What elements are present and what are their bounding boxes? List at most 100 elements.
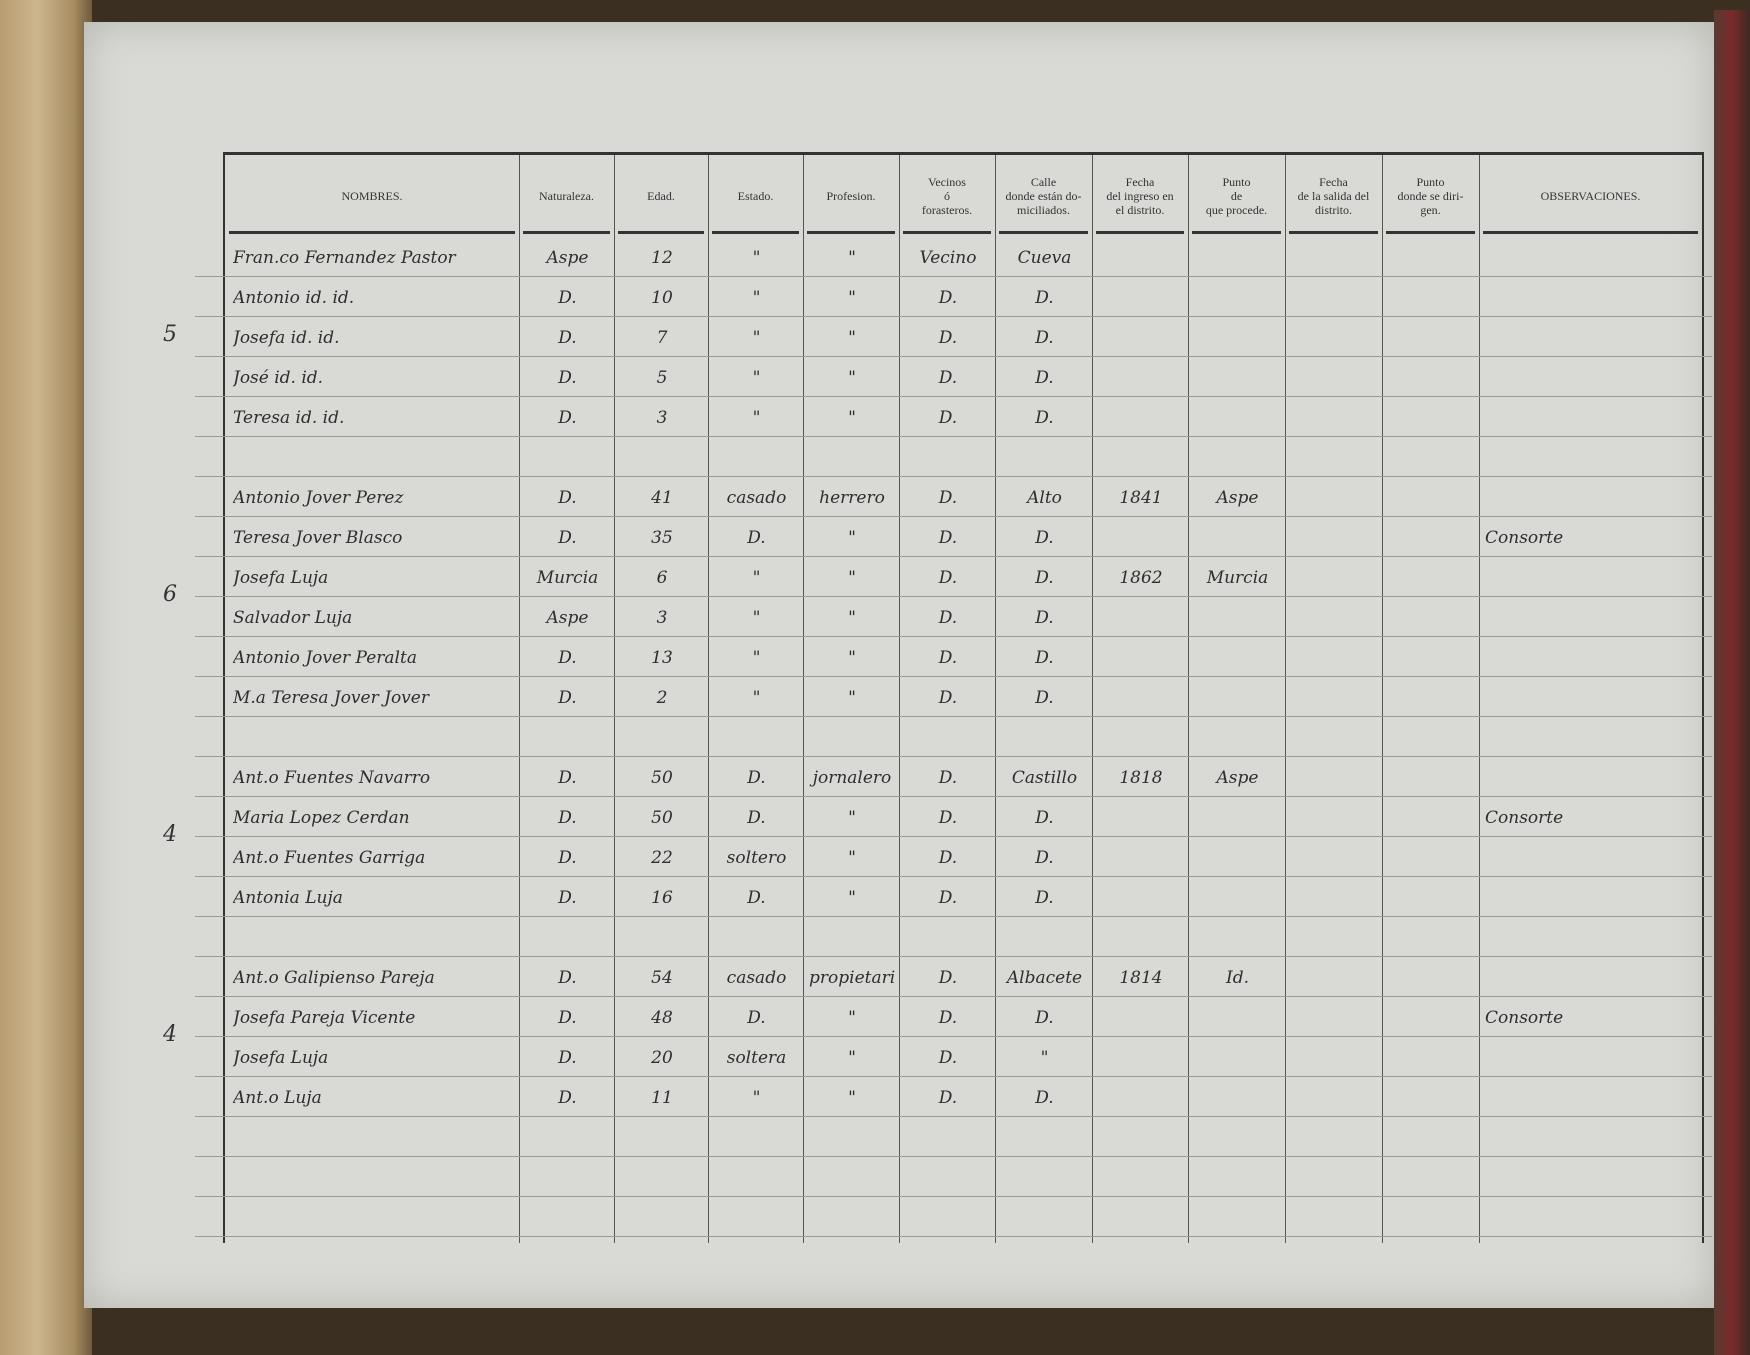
cell-nombres: Teresa Jover Blasco [233, 528, 403, 548]
cell-fecha-ingreso: 1862 [1119, 568, 1163, 588]
cell-profesion: " [848, 688, 856, 708]
cell-naturaleza: Aspe [546, 248, 589, 268]
cell-calle: D. [1035, 648, 1054, 668]
ruled-line [195, 796, 1712, 797]
cell-profesion: " [848, 248, 856, 268]
cell-estado: " [752, 1088, 761, 1108]
cell-estado: " [752, 328, 761, 348]
header-rule [229, 231, 515, 234]
cell-calle: D. [1035, 288, 1054, 308]
header-rule [999, 231, 1088, 234]
ruled-line [195, 956, 1712, 957]
cell-calle: D. [1035, 888, 1054, 908]
cell-profesion: " [848, 1088, 856, 1108]
cell-calle: D. [1035, 608, 1054, 628]
cell-vecinos: D. [938, 888, 958, 908]
cell-vecinos: D. [938, 1048, 958, 1068]
cell-edad: 20 [651, 1048, 673, 1068]
cell-vecinos: D. [938, 368, 958, 388]
cell-vecinos: D. [938, 288, 958, 308]
cell-estado: " [752, 368, 761, 388]
column-divider [614, 155, 615, 1243]
cell-naturaleza: D. [558, 1048, 577, 1068]
ruled-line [195, 1196, 1712, 1197]
household-count: 6 [163, 582, 177, 607]
header-fecha-ingreso: Fecha del ingreso en el distrito. [1106, 175, 1174, 217]
ruled-line [195, 876, 1712, 877]
ruled-line [195, 996, 1712, 997]
cell-estado: soltera [726, 1048, 787, 1068]
cell-edad: 6 [656, 568, 668, 588]
cell-nombres: Josefa Luja [233, 1048, 329, 1068]
cell-edad: 50 [651, 808, 673, 828]
cell-punto-procede: Aspe [1216, 488, 1259, 508]
cell-naturaleza: Murcia [536, 568, 599, 588]
cell-observaciones: Consorte [1485, 808, 1564, 828]
cell-calle: D. [1035, 408, 1054, 428]
ruled-line [195, 676, 1712, 677]
cell-calle: Albacete [1006, 968, 1083, 988]
cell-naturaleza: D. [558, 408, 577, 428]
column-divider [1092, 155, 1093, 1243]
cell-edad: 11 [651, 1088, 673, 1108]
cell-nombres: M.a Teresa Jover Jover [233, 688, 429, 708]
cell-nombres: Maria Lopez Cerdan [233, 808, 410, 828]
column-divider [519, 155, 520, 1243]
cell-calle: D. [1035, 688, 1054, 708]
ruled-line [195, 1036, 1712, 1037]
cell-fecha-ingreso: 1814 [1119, 968, 1163, 988]
cell-vecinos: D. [938, 688, 958, 708]
cell-observaciones: Consorte [1485, 1008, 1564, 1028]
cell-nombres: Josefa Pareja Vicente [233, 1008, 416, 1028]
column-divider [1479, 155, 1480, 1243]
cell-nombres: Fran.co Fernandez Pastor [233, 248, 456, 268]
book-edge [1714, 10, 1750, 1355]
cell-calle: D. [1035, 528, 1054, 548]
ruled-line [195, 316, 1712, 317]
cell-naturaleza: D. [558, 888, 577, 908]
cell-profesion: " [848, 368, 856, 388]
cell-estado: " [752, 608, 761, 628]
cell-calle: D. [1035, 808, 1054, 828]
cell-calle: Alto [1027, 488, 1062, 508]
ruled-line [195, 396, 1712, 397]
header-punto-procede: Punto de que procede. [1205, 175, 1268, 217]
cell-naturaleza: D. [558, 528, 577, 548]
cell-vecinos: D. [938, 328, 958, 348]
cell-profesion: " [848, 1048, 856, 1068]
cell-estado: D. [747, 888, 766, 908]
ruled-line [195, 516, 1712, 517]
ruled-line [195, 436, 1712, 437]
cell-edad: 13 [651, 648, 673, 668]
cell-estado: casado [726, 488, 787, 508]
cell-calle: D. [1035, 848, 1054, 868]
book-binding [0, 0, 92, 1355]
ruled-line [195, 1076, 1712, 1077]
cell-profesion: " [848, 528, 856, 548]
cell-edad: 12 [651, 248, 673, 268]
cell-calle: Cueva [1017, 248, 1072, 268]
cell-profesion: jornalero [812, 768, 892, 788]
cell-edad: 7 [656, 328, 668, 348]
cell-edad: 35 [651, 528, 673, 548]
header-calle: Calle donde están do- miciliados. [1005, 175, 1082, 217]
cell-nombres: Ant.o Galipienso Pareja [233, 968, 435, 988]
cell-profesion: " [848, 288, 856, 308]
header-rule [618, 231, 704, 234]
cell-calle: D. [1035, 1088, 1054, 1108]
column-divider [708, 155, 709, 1243]
ruled-line [195, 276, 1712, 277]
cell-vecinos: D. [938, 608, 958, 628]
ruled-line [195, 756, 1712, 757]
cell-profesion: " [848, 888, 856, 908]
cell-edad: 5 [656, 368, 668, 388]
cell-fecha-ingreso: 1841 [1119, 488, 1163, 508]
header-estado: Estado. [737, 189, 774, 203]
cell-profesion: propietario [809, 968, 895, 988]
header-nombres: NOMBRES. [341, 189, 403, 203]
cell-vecinos: D. [938, 968, 958, 988]
cell-vecinos: D. [938, 528, 958, 548]
cell-naturaleza: D. [558, 1008, 577, 1028]
cell-estado: casado [726, 968, 787, 988]
cell-estado: " [752, 408, 761, 428]
